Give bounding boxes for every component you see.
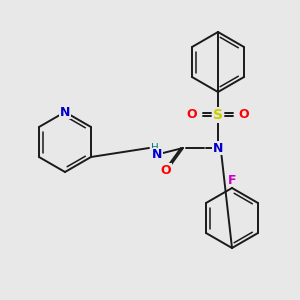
- Text: N: N: [213, 142, 223, 154]
- Text: O: O: [161, 164, 171, 176]
- Text: N: N: [152, 148, 162, 161]
- Text: F: F: [228, 173, 236, 187]
- Text: H: H: [151, 143, 159, 153]
- Text: N: N: [60, 106, 70, 118]
- Text: S: S: [213, 108, 223, 122]
- Text: O: O: [239, 109, 249, 122]
- Text: O: O: [187, 109, 197, 122]
